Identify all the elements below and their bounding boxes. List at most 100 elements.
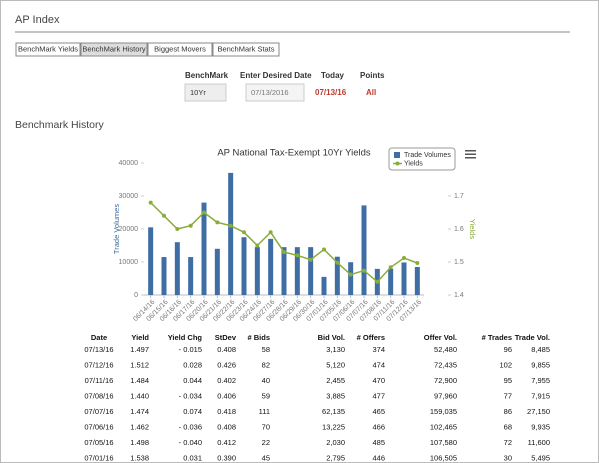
cell: 0.044 (183, 376, 202, 385)
cell: 374 (372, 345, 385, 354)
cell: 7,955 (531, 376, 550, 385)
cell: 5,495 (531, 453, 550, 462)
cell: 0.426 (217, 360, 236, 369)
cell: 8,485 (531, 345, 550, 354)
bar (188, 257, 194, 295)
point (148, 200, 153, 205)
benchmark-input[interactable] (184, 83, 227, 102)
cell: 7,915 (531, 391, 550, 400)
cell: 22 (262, 438, 270, 447)
point (295, 253, 300, 258)
cell: 95 (504, 376, 512, 385)
tab-label: Biggest Movers (154, 44, 206, 53)
cell: 107,580 (430, 438, 457, 447)
date-input[interactable] (245, 83, 305, 102)
cell: 30 (504, 453, 512, 462)
cell: 96 (504, 345, 512, 354)
legend-box (388, 147, 456, 171)
point (362, 268, 366, 273)
cell: - 0.036 (179, 422, 202, 431)
menu-bar (465, 157, 476, 159)
cell: 58 (262, 345, 270, 354)
cell: 0.031 (183, 453, 202, 462)
cell: 2,455 (326, 376, 345, 385)
y2-axis-label: Yields (468, 219, 477, 239)
points-value[interactable]: All (366, 88, 376, 97)
cell: 102 (499, 360, 512, 369)
cell: 0.074 (183, 407, 202, 416)
cell: - 0.015 (179, 345, 202, 354)
tab[interactable]: BenchMark Yields (15, 42, 81, 57)
cell: 0.028 (183, 360, 202, 369)
cell: - 0.034 (179, 391, 202, 400)
bar (414, 266, 420, 295)
legend-swatch (395, 161, 400, 166)
cell: 2,795 (326, 453, 345, 462)
cell: 68 (504, 422, 512, 431)
point (242, 230, 246, 235)
tab[interactable]: BenchMark History (80, 42, 148, 57)
input-value: 10Yr (190, 88, 206, 97)
column-header: # Offers (357, 333, 385, 342)
cell: 0.412 (217, 438, 236, 447)
bar (348, 262, 354, 295)
y-tick-label: 40000 (119, 160, 139, 167)
tab[interactable]: BenchMark Stats (212, 42, 280, 57)
point (308, 257, 313, 262)
cell: 52,480 (434, 345, 457, 354)
cell: 1.440 (130, 391, 149, 400)
cell: 45 (262, 453, 270, 462)
cell: 1.512 (130, 360, 149, 369)
point (268, 230, 273, 235)
cell: 159,035 (430, 407, 457, 416)
cell: 5,120 (326, 360, 345, 369)
cell: 485 (372, 438, 385, 447)
row-date: 07/13/16 (84, 345, 113, 354)
bar (254, 247, 260, 295)
tab[interactable]: Biggest Movers (147, 42, 213, 57)
cell: 1.497 (130, 345, 149, 354)
y2-tick-label: 1.6 (454, 226, 464, 233)
menu-bar (465, 150, 476, 152)
row-date: 07/11/16 (85, 376, 114, 385)
tab-box (15, 42, 81, 57)
cell: 477 (372, 391, 385, 400)
row-date: 07/05/16 (84, 438, 113, 447)
column-header: Yield (131, 333, 149, 342)
cell: 62,135 (322, 407, 345, 416)
cell: 70 (262, 422, 270, 431)
tab-box (80, 42, 148, 57)
row-date: 07/12/16 (84, 360, 113, 369)
cell: 1.484 (130, 376, 149, 385)
form-label: Today (321, 71, 345, 80)
cell: 3,130 (326, 345, 345, 354)
column-header: Trade Vol. (515, 333, 550, 342)
y-tick-label: 0 (134, 292, 138, 299)
column-header: Yield Chg (168, 333, 203, 342)
cell: 0.390 (217, 453, 236, 462)
cell: 1.462 (130, 422, 149, 431)
form-label: BenchMark (185, 71, 229, 80)
point (415, 260, 420, 265)
cell: 72 (504, 438, 512, 447)
cell: 0.406 (217, 391, 236, 400)
cell: 111 (259, 407, 270, 416)
bar (401, 262, 407, 295)
bar (361, 205, 367, 295)
tab-bar: BenchMark Yields BenchMark History Biggest… (15, 42, 280, 57)
chart-menu[interactable] (465, 150, 476, 159)
cell: 82 (262, 360, 270, 369)
y-axis-label: Trade Volumes (112, 204, 121, 254)
column-header: StDev (215, 333, 237, 342)
cell: - 0.040 (179, 438, 202, 447)
tab-box (147, 42, 213, 57)
y-tick-label: 10000 (119, 259, 139, 266)
tab-label: BenchMark Stats (217, 44, 274, 53)
cell: 72,435 (434, 360, 457, 369)
cell: 13,225 (322, 422, 345, 431)
tab-label: BenchMark History (82, 44, 146, 53)
column-header: Date (91, 333, 107, 342)
tab-label: BenchMark Yields (18, 44, 78, 53)
bar (294, 247, 300, 295)
